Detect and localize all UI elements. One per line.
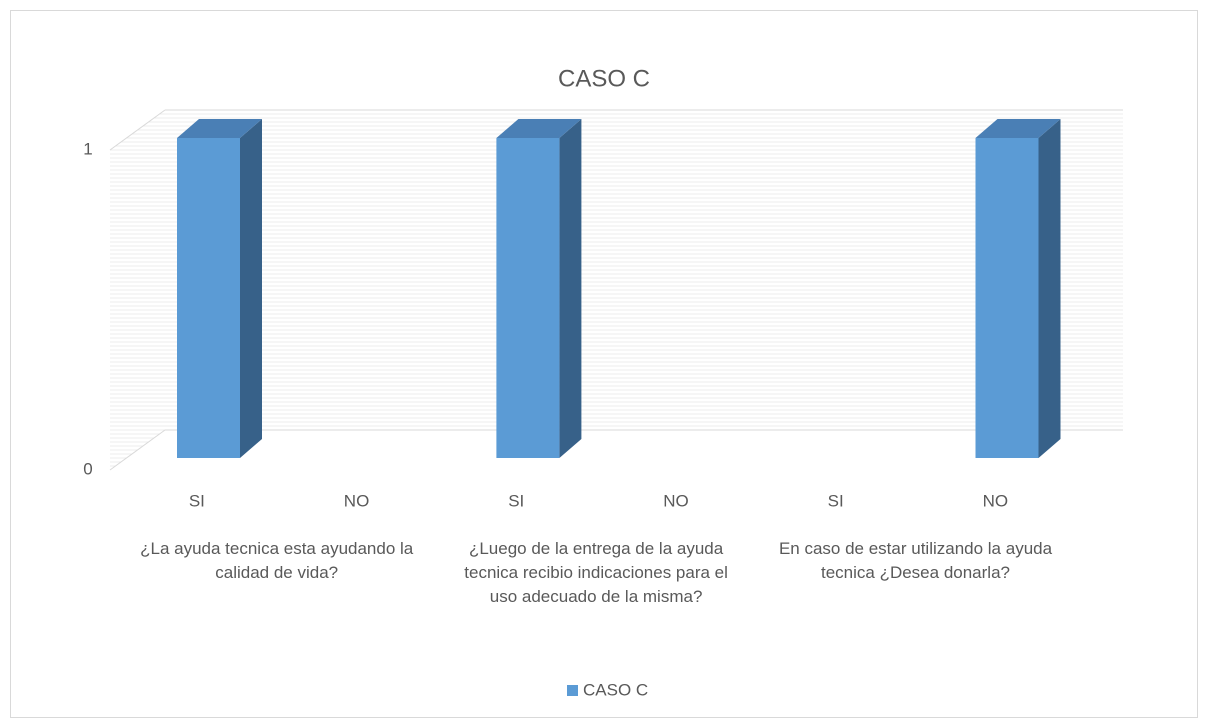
legend-swatch (567, 685, 578, 696)
group-label: En caso de estar utilizando la ayuda tec… (778, 539, 1053, 582)
y-tick-label: 1 (83, 139, 92, 158)
x-tick-label: NO (344, 491, 370, 510)
group-label: ¿La ayuda tecnica esta ayudando la calid… (140, 539, 414, 582)
x-tick-label: NO (983, 491, 1009, 510)
bar (975, 119, 1061, 458)
bar-top (177, 119, 262, 138)
bar-top (975, 119, 1061, 138)
legend-label: CASO C (583, 680, 648, 699)
x-tick-label: NO (663, 491, 689, 510)
bar-front (177, 138, 240, 458)
chart-title: CASO C (558, 65, 650, 92)
back-wall (165, 110, 1123, 430)
bar-front (496, 138, 560, 458)
y-tick-label: 0 (83, 459, 92, 478)
bar-side (559, 119, 582, 458)
grid-line-side (109, 429, 166, 471)
bar-side (240, 119, 262, 458)
bar (496, 119, 582, 458)
bar-top (496, 119, 582, 138)
bar-front (975, 138, 1039, 458)
bar-side (1038, 119, 1061, 458)
bar (177, 119, 262, 458)
grid-line-side (109, 109, 166, 151)
x-tick-label: SI (828, 491, 844, 510)
group-label: ¿Luego de la entrega de la ayuda tecnica… (464, 539, 728, 606)
side-wall (110, 110, 165, 470)
x-tick-label: SI (189, 491, 205, 510)
x-tick-label: SI (508, 491, 524, 510)
